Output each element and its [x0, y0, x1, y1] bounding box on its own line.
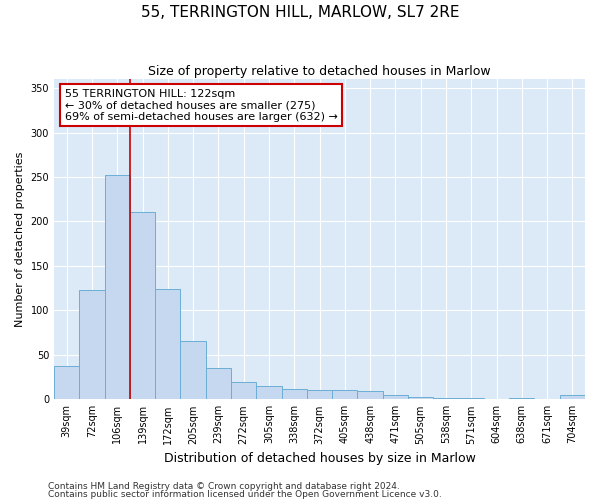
- Text: Contains HM Land Registry data © Crown copyright and database right 2024.: Contains HM Land Registry data © Crown c…: [48, 482, 400, 491]
- Bar: [358, 392, 383, 400]
- Bar: [206, 368, 231, 400]
- Text: Contains public sector information licensed under the Open Government Licence v3: Contains public sector information licen…: [48, 490, 442, 499]
- Bar: [383, 395, 408, 400]
- Bar: [281, 388, 307, 400]
- Bar: [79, 290, 104, 400]
- Bar: [560, 395, 585, 400]
- Text: 55 TERRINGTON HILL: 122sqm
← 30% of detached houses are smaller (275)
69% of sem: 55 TERRINGTON HILL: 122sqm ← 30% of deta…: [65, 89, 338, 122]
- Bar: [54, 366, 79, 400]
- Bar: [231, 382, 256, 400]
- Bar: [104, 175, 130, 400]
- Bar: [130, 212, 155, 400]
- Bar: [458, 398, 484, 400]
- Bar: [181, 340, 206, 400]
- Text: 55, TERRINGTON HILL, MARLOW, SL7 2RE: 55, TERRINGTON HILL, MARLOW, SL7 2RE: [141, 5, 459, 20]
- Bar: [307, 390, 332, 400]
- Bar: [408, 396, 433, 400]
- Bar: [433, 398, 458, 400]
- X-axis label: Distribution of detached houses by size in Marlow: Distribution of detached houses by size …: [164, 452, 475, 465]
- Bar: [509, 398, 535, 400]
- Bar: [155, 289, 181, 400]
- Y-axis label: Number of detached properties: Number of detached properties: [15, 152, 25, 327]
- Bar: [256, 386, 281, 400]
- Title: Size of property relative to detached houses in Marlow: Size of property relative to detached ho…: [148, 65, 491, 78]
- Bar: [332, 390, 358, 400]
